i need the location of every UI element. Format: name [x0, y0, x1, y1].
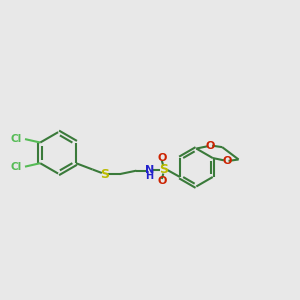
Text: S: S	[100, 168, 109, 181]
Text: Cl: Cl	[11, 134, 22, 144]
Text: H: H	[146, 171, 154, 181]
Text: Cl: Cl	[11, 162, 22, 172]
Text: O: O	[206, 141, 215, 151]
Text: O: O	[157, 153, 167, 163]
Text: O: O	[157, 176, 167, 186]
Text: S: S	[159, 163, 168, 176]
Text: O: O	[222, 156, 232, 166]
Text: N: N	[145, 165, 154, 175]
